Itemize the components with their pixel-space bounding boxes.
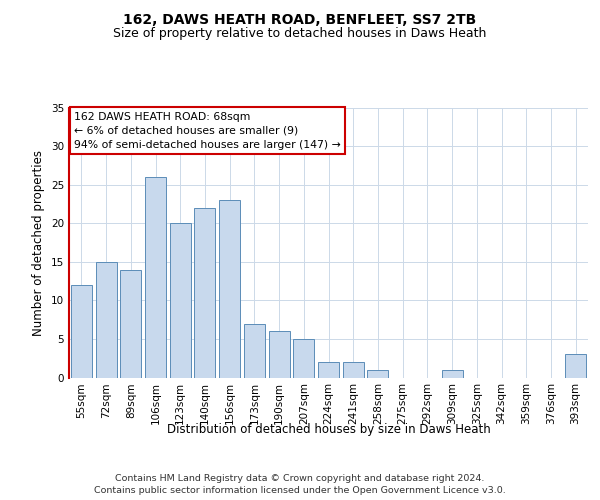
- Bar: [170, 223, 191, 378]
- Bar: [367, 370, 388, 378]
- Text: Size of property relative to detached houses in Daws Heath: Size of property relative to detached ho…: [113, 28, 487, 40]
- Bar: [71, 285, 92, 378]
- Bar: [269, 331, 290, 378]
- Bar: [120, 270, 141, 378]
- Bar: [244, 324, 265, 378]
- Bar: [95, 262, 116, 378]
- Text: 162 DAWS HEATH ROAD: 68sqm
← 6% of detached houses are smaller (9)
94% of semi-d: 162 DAWS HEATH ROAD: 68sqm ← 6% of detac…: [74, 112, 341, 150]
- Bar: [442, 370, 463, 378]
- Bar: [219, 200, 240, 378]
- Text: Distribution of detached houses by size in Daws Heath: Distribution of detached houses by size …: [167, 422, 491, 436]
- Bar: [293, 339, 314, 378]
- Bar: [318, 362, 339, 378]
- Text: 162, DAWS HEATH ROAD, BENFLEET, SS7 2TB: 162, DAWS HEATH ROAD, BENFLEET, SS7 2TB: [124, 12, 476, 26]
- Text: Contains HM Land Registry data © Crown copyright and database right 2024.
Contai: Contains HM Land Registry data © Crown c…: [94, 474, 506, 495]
- Bar: [343, 362, 364, 378]
- Bar: [194, 208, 215, 378]
- Bar: [565, 354, 586, 378]
- Y-axis label: Number of detached properties: Number of detached properties: [32, 150, 46, 336]
- Bar: [145, 177, 166, 378]
